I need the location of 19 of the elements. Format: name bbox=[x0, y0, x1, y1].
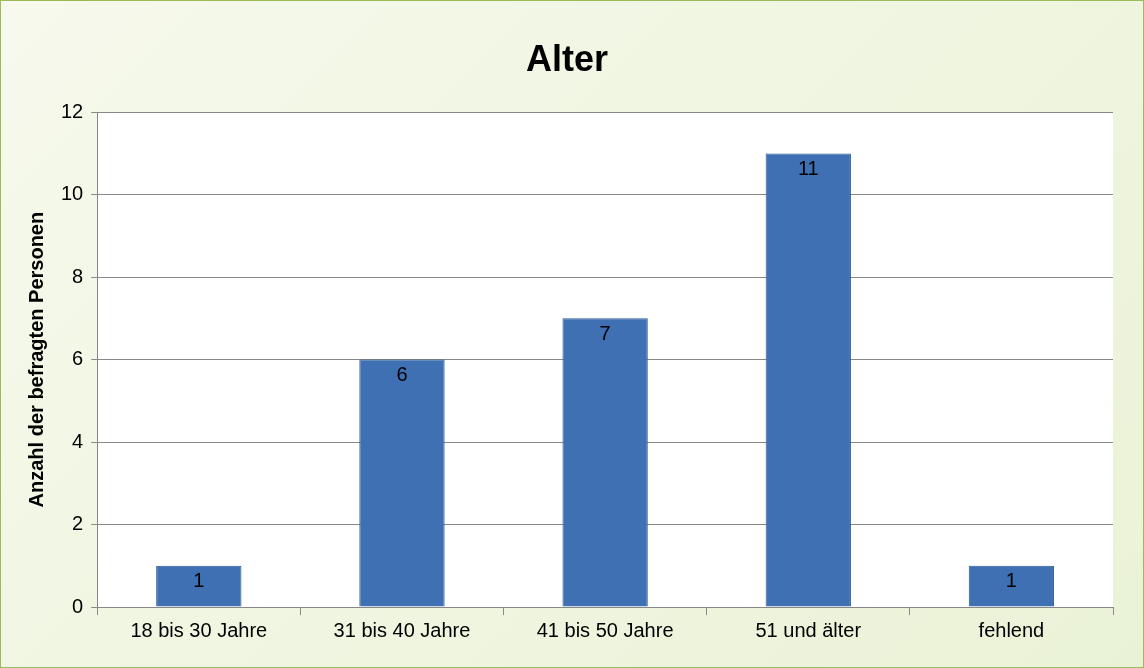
data-label: 1 bbox=[1005, 569, 1017, 592]
y-tick-label: 10 bbox=[61, 182, 84, 205]
x-tick-label: fehlend bbox=[978, 618, 1045, 641]
y-axis-title: Anzahl der befragten Personen bbox=[24, 211, 47, 508]
y-tick-label: 2 bbox=[72, 512, 84, 535]
chart-title: Alter bbox=[525, 37, 609, 79]
x-tick-label: 18 bis 30 Jahre bbox=[130, 618, 268, 641]
x-tick-label: 41 bis 50 Jahre bbox=[536, 618, 674, 641]
y-tick-label: 4 bbox=[72, 429, 84, 452]
y-tick-label: 12 bbox=[61, 99, 84, 122]
data-label: 1 bbox=[193, 569, 205, 592]
data-label: 7 bbox=[599, 321, 611, 344]
data-label: 6 bbox=[396, 363, 408, 386]
x-tick-label: 31 bis 40 Jahre bbox=[333, 618, 471, 641]
y-tick-label: 0 bbox=[72, 594, 84, 617]
data-label: 11 bbox=[797, 156, 819, 179]
y-tick-label: 8 bbox=[72, 264, 84, 287]
y-tick-label: 6 bbox=[72, 347, 84, 370]
x-tick-label: 51 und älter bbox=[755, 618, 862, 641]
